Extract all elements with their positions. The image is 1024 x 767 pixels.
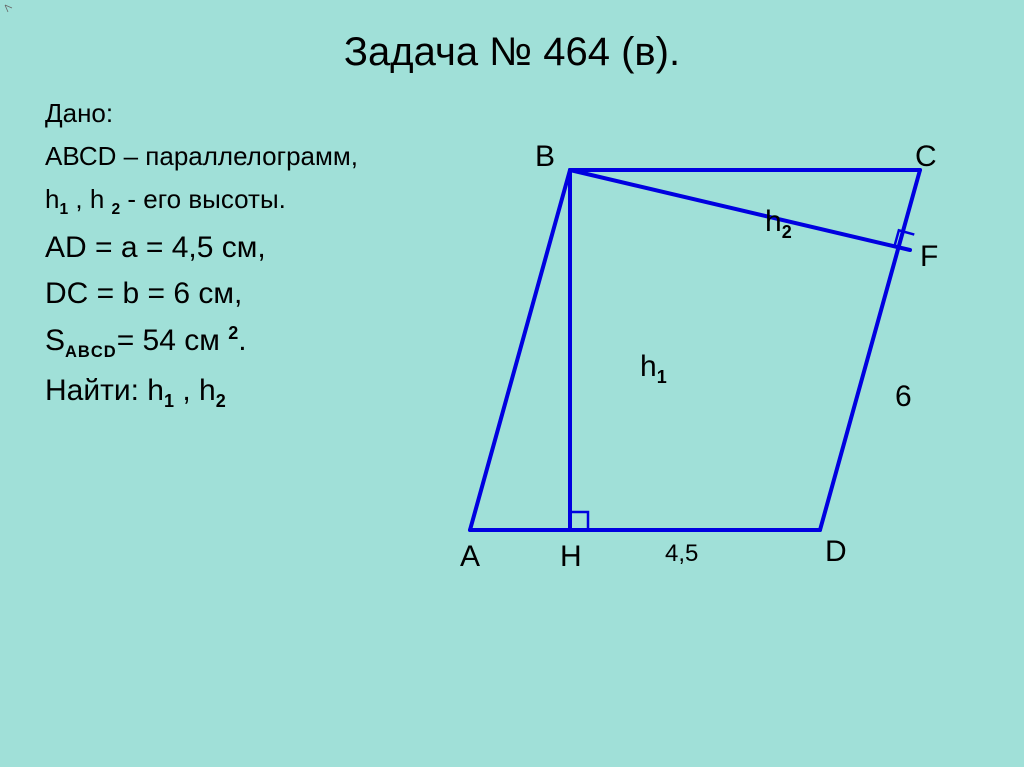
label-D: D <box>825 535 847 569</box>
given-line-5: SABCD= 54 см 2. <box>45 323 465 362</box>
h1-sub: 1 <box>657 367 667 387</box>
label-H: Н <box>560 540 582 574</box>
text-post: - его высоты. <box>120 184 286 214</box>
diagram-container: В С F h2 h1 6 А Н 4,5 D <box>420 130 980 600</box>
label-6: 6 <box>895 380 912 414</box>
label-B: В <box>535 140 555 174</box>
text-S: S <box>45 324 65 357</box>
label-h1: h1 <box>640 350 667 388</box>
sub-1: 1 <box>59 201 68 218</box>
given-block: Дано: АВСD – параллелограмм, h1 , h 2 - … <box>45 98 465 424</box>
sub-1b: 1 <box>164 391 174 411</box>
text-comma: , h <box>174 374 216 407</box>
text-find: Найти: h <box>45 374 164 407</box>
text-dot: . <box>238 324 246 357</box>
label-4-5: 4,5 <box>665 540 698 568</box>
label-C: С <box>915 140 937 174</box>
sub-abcd: ABCD <box>65 343 117 361</box>
h1-pre: h <box>640 350 657 383</box>
slide-root: Задача № 464 (в). Дано: АВСD – параллело… <box>0 0 1024 767</box>
given-line-3: AD = a = 4,5 см, <box>45 231 465 265</box>
text-54: = 54 см <box>117 324 229 357</box>
given-heading: Дано: <box>45 98 465 129</box>
label-F: F <box>920 240 938 274</box>
text-mid: , h <box>68 184 111 214</box>
given-line-2: h1 , h 2 - его высоты. <box>45 184 465 219</box>
slide-title: Задача № 464 (в). <box>0 30 1024 75</box>
given-line-1: АВСD – параллелограмм, <box>45 141 465 172</box>
label-A: А <box>460 540 480 574</box>
given-line-6: Найти: h1 , h2 <box>45 374 465 412</box>
given-line-4: DC = b = 6 см, <box>45 277 465 311</box>
sup-2: 2 <box>228 323 238 343</box>
text-h: h <box>45 184 59 214</box>
sub-2b: 2 <box>216 391 226 411</box>
diagram-svg <box>420 130 980 600</box>
label-h2: h2 <box>765 205 792 243</box>
h2-sub: 2 <box>782 222 792 242</box>
sub-2: 2 <box>112 201 121 218</box>
h2-pre: h <box>765 205 782 238</box>
corner-angle-mark <box>4 4 14 14</box>
